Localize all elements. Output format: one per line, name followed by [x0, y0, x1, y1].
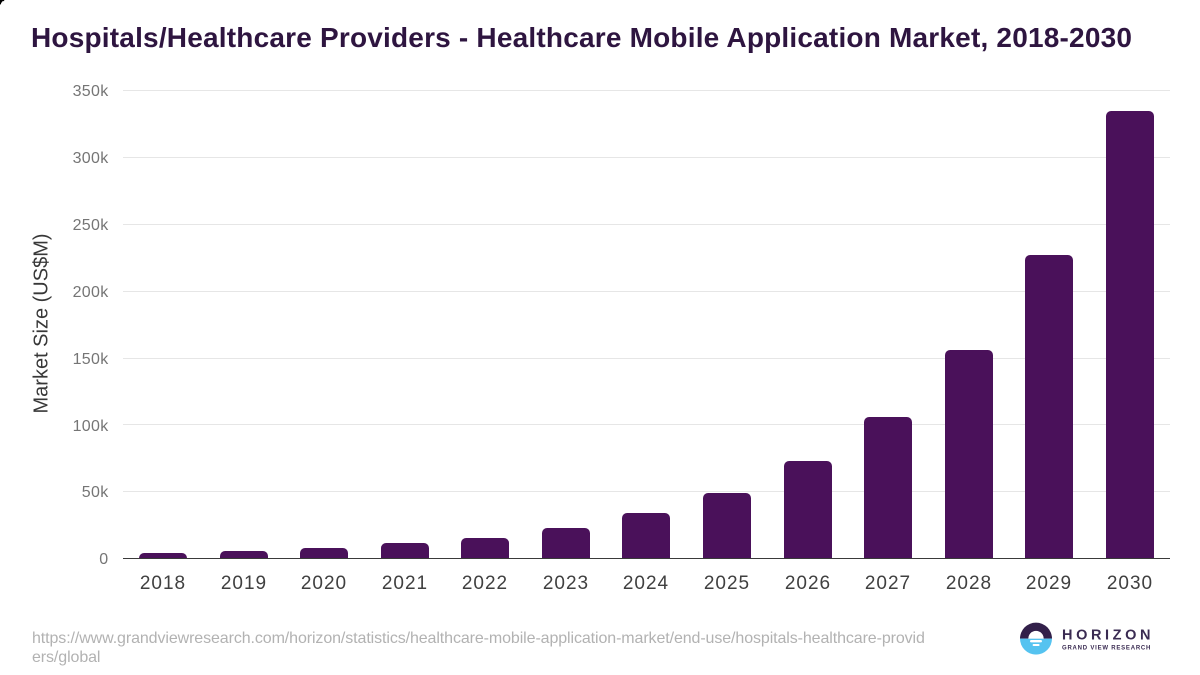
svg-text:HORIZON: HORIZON: [1062, 628, 1154, 644]
svg-text:GRAND VIEW RESEARCH: GRAND VIEW RESEARCH: [1062, 646, 1151, 652]
